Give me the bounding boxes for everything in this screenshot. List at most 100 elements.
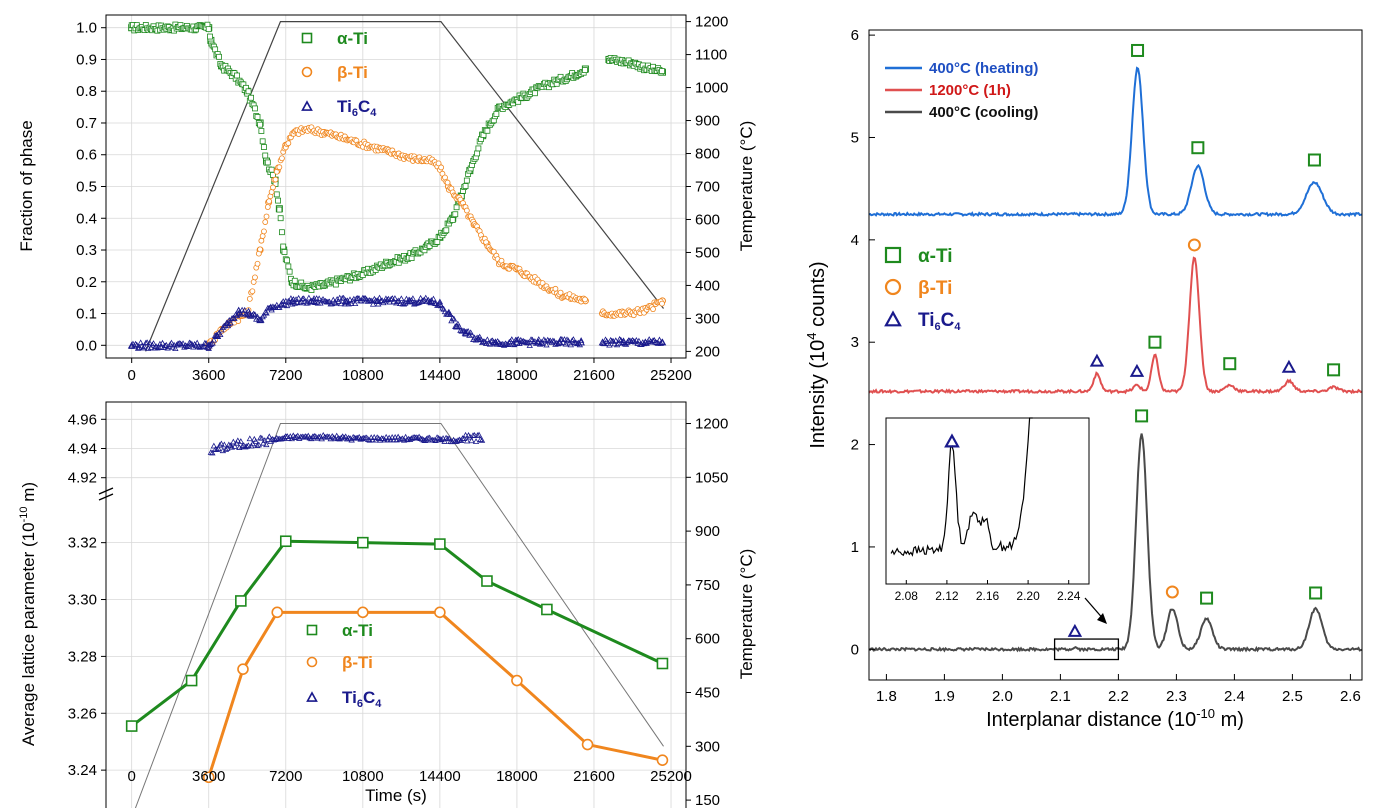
fraction-point-beta xyxy=(259,233,266,239)
fraction-point-beta xyxy=(272,176,279,183)
diffraction-ytick-label: 6 xyxy=(851,27,859,44)
fraction-y2tick-label: 700 xyxy=(695,179,720,196)
fraction-point-alpha xyxy=(443,227,450,234)
fraction-point-alpha xyxy=(258,128,265,134)
diffraction-legend-label-carbide-part: Ti xyxy=(918,310,935,331)
fraction-ytick-label: 0.3 xyxy=(76,242,97,259)
lattice-ylabel: Average lattice parameter (10-10 m) xyxy=(18,482,38,746)
fraction-legend-label-beta: β-Ti xyxy=(337,63,368,82)
fraction-point-carbide xyxy=(286,299,293,305)
fraction-xtick-label: 14400 xyxy=(419,367,461,384)
lattice-legend-marker-beta xyxy=(306,656,318,668)
diffraction-ylabel: Intensity (104 counts) xyxy=(804,261,829,448)
fraction-point-alpha xyxy=(264,159,271,166)
lattice-point-carbide xyxy=(254,442,261,448)
lattice-point-carbide xyxy=(435,435,442,441)
fraction-point-carbide xyxy=(147,344,155,351)
fraction-point-carbide xyxy=(235,310,242,316)
fraction-point-beta xyxy=(262,219,269,225)
lattice-point-carbide xyxy=(345,434,352,441)
fraction-point-beta xyxy=(249,288,256,295)
diffraction-xtick-label: 1.9 xyxy=(934,688,955,705)
diffraction-inset-xtick-label: 2.24 xyxy=(1057,589,1081,603)
lattice-point-carbide xyxy=(381,436,388,443)
lattice-point-carbide xyxy=(311,432,318,439)
fraction-point-carbide xyxy=(653,339,661,346)
fraction-point-carbide xyxy=(554,340,562,347)
fraction-point-carbide xyxy=(515,336,522,342)
lattice-point-alpha xyxy=(279,535,292,548)
fraction-point-carbide xyxy=(607,336,614,343)
lattice-xtick-label: 0 xyxy=(128,768,136,785)
fraction-point-carbide xyxy=(611,340,618,347)
lattice-point-carbide xyxy=(454,437,462,443)
fraction-point-carbide xyxy=(154,344,161,351)
fraction-point-alpha xyxy=(252,105,258,112)
fraction-point-carbide xyxy=(612,337,619,344)
diffraction-legend-label-carbide: Ti6C4 xyxy=(918,310,961,333)
diffraction-legend-marker-beta xyxy=(884,278,902,296)
diffraction-pattern-cooling xyxy=(868,433,1363,653)
fraction-ytick-label: 0.9 xyxy=(76,51,97,68)
lattice-legend-label-carbide-part: 4 xyxy=(375,698,382,710)
diffraction-ytick-label: 4 xyxy=(851,232,859,249)
lattice-y2label: Temperature (°C) xyxy=(737,549,756,680)
fraction-point-beta xyxy=(246,295,253,302)
fraction-point-carbide xyxy=(315,295,323,302)
lattice-xtick-label: 10800 xyxy=(342,768,384,785)
fraction-point-carbide xyxy=(430,295,437,302)
lattice-xtick-label: 21600 xyxy=(573,768,615,785)
lattice-ytick-label: 3.32 xyxy=(68,535,97,552)
fraction-temperature-profile xyxy=(145,20,665,352)
lattice-point-carbide xyxy=(438,436,445,443)
fraction-point-carbide xyxy=(428,298,436,305)
fraction-point-alpha xyxy=(254,114,261,120)
fraction-temperature-line xyxy=(145,20,665,352)
lattice-point-carbide xyxy=(260,439,267,446)
fraction-point-carbide xyxy=(344,297,351,304)
lattice-legend-label-carbide: Ti6C4 xyxy=(342,688,382,710)
lattice-legend-marker-carbide xyxy=(306,691,318,702)
fraction-point-carbide xyxy=(455,323,463,329)
fraction-point-carbide xyxy=(509,340,517,347)
lattice-point-carbide xyxy=(417,435,424,442)
lattice-line-alpha xyxy=(130,539,664,728)
diffraction-panel: 1.8 1.9 2.0 2.1 2.2 2.3 2.4 2.5 2.6 0 1 2 3 4 5 6 400°C… xyxy=(804,27,1363,731)
fraction-point-carbide xyxy=(265,304,273,311)
lattice-point-carbide xyxy=(269,435,276,442)
lattice-point-carbide xyxy=(472,438,480,444)
lattice-ytick-label: 3.26 xyxy=(68,705,97,722)
diffraction-pattern-heating xyxy=(868,66,1363,218)
diffraction-peak-markers xyxy=(1067,43,1341,637)
fraction-point-alpha xyxy=(212,46,219,53)
lattice-temperature-line xyxy=(134,423,664,808)
diffraction-peak-marker-carbide xyxy=(1067,623,1083,637)
fraction-point-beta xyxy=(250,279,257,285)
lattice-point-carbide xyxy=(414,434,421,441)
diffraction-inset-xtick-label: 2.12 xyxy=(935,589,959,603)
fraction-point-carbide xyxy=(463,328,471,335)
fraction-point-beta xyxy=(444,179,451,186)
fraction-point-carbide xyxy=(409,295,417,301)
fraction-point-carbide xyxy=(173,341,180,348)
lattice-point-carbide xyxy=(293,433,300,440)
lattice-y2tick-label: 900 xyxy=(695,523,720,540)
diffraction-peak-marker-beta xyxy=(1165,585,1179,599)
fraction-point-carbide xyxy=(535,336,542,342)
fraction-point-alpha xyxy=(493,111,500,118)
fraction-ytick-label: 0.6 xyxy=(76,147,97,164)
fraction-point-carbide xyxy=(190,343,197,350)
fraction-point-carbide xyxy=(386,298,393,305)
fraction-point-carbide xyxy=(390,298,397,305)
fraction-point-carbide xyxy=(520,337,527,344)
lattice-point-carbide xyxy=(382,433,390,440)
lattice-point-beta xyxy=(656,754,669,766)
diffraction-xtick-label: 2.2 xyxy=(1108,688,1129,705)
lattice-point-carbide xyxy=(338,434,345,441)
fraction-point-carbide xyxy=(657,340,664,346)
fraction-point-beta xyxy=(270,184,276,191)
lattice-point-carbide xyxy=(354,434,361,441)
fraction-point-carbide xyxy=(208,340,215,347)
fraction-point-carbide xyxy=(540,336,548,343)
fraction-legend: α-Ti β-Ti Ti6C4 xyxy=(301,29,377,119)
